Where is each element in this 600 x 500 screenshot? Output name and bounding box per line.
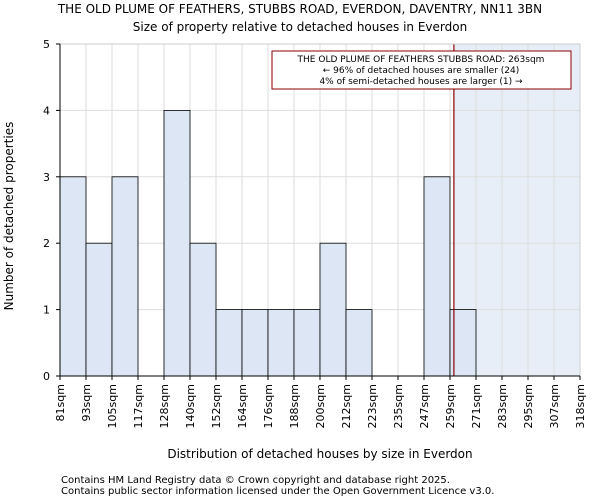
x-tick-label: 247sqm — [418, 384, 431, 428]
histogram-bar — [163, 110, 191, 377]
histogram-bar — [59, 176, 87, 377]
x-tick-label: 223sqm — [366, 384, 379, 428]
x-tick-label: 283sqm — [496, 384, 509, 428]
x-tick-label: 295sqm — [522, 384, 535, 428]
x-tick-label: 93sqm — [80, 384, 93, 421]
annotation-line-2: ← 96% of detached houses are smaller (24… — [323, 66, 520, 76]
annotation-line-3: 4% of semi-detached houses are larger (1… — [319, 77, 523, 87]
x-tick-label: 318sqm — [574, 384, 587, 428]
x-tick-label: 140sqm — [184, 384, 197, 428]
x-tick-label: 117sqm — [132, 384, 145, 428]
x-tick-label: 152sqm — [210, 384, 223, 428]
histogram-bar — [293, 309, 321, 377]
histogram-bar — [215, 309, 243, 377]
y-axis-label: Number of detached properties — [2, 122, 16, 311]
histogram-bar — [423, 176, 451, 377]
histogram-bar — [319, 242, 347, 377]
chart-title: THE OLD PLUME OF FEATHERS, STUBBS ROAD, … — [57, 2, 542, 16]
x-tick-label: 164sqm — [236, 384, 249, 428]
histogram-bar — [85, 242, 113, 377]
x-tick-label: 200sqm — [314, 384, 327, 428]
chart-subtitle: Size of property relative to detached ho… — [133, 20, 467, 34]
x-tick-label: 188sqm — [288, 384, 301, 428]
x-tick-label: 212sqm — [340, 384, 353, 428]
y-tick-label: 5 — [43, 38, 50, 51]
y-tick-label: 3 — [43, 171, 50, 184]
footer-line-2: Contains public sector information licen… — [61, 486, 494, 497]
y-tick-label: 0 — [43, 370, 50, 383]
y-tick-label: 4 — [43, 104, 50, 117]
x-tick-label: 128sqm — [158, 384, 171, 428]
x-tick-label: 81sqm — [54, 384, 67, 421]
annotation-line-1: THE OLD PLUME OF FEATHERS STUBBS ROAD: 2… — [297, 55, 545, 65]
histogram-bar — [189, 242, 217, 377]
x-tick-label: 176sqm — [262, 384, 275, 428]
histogram-bar — [267, 309, 295, 377]
x-axis-label: Distribution of detached houses by size … — [167, 447, 472, 461]
x-tick-label: 105sqm — [106, 384, 119, 428]
y-tick-label: 2 — [43, 237, 50, 250]
x-tick-label: 235sqm — [392, 384, 405, 428]
y-tick-label: 1 — [43, 304, 50, 317]
x-tick-label: 259sqm — [444, 384, 457, 428]
histogram-bar — [345, 309, 373, 377]
x-tick-label: 307sqm — [548, 384, 561, 428]
histogram-bar — [241, 309, 269, 377]
annotation-box: THE OLD PLUME OF FEATHERS STUBBS ROAD: 2… — [271, 50, 572, 90]
annotation-frame — [271, 50, 572, 90]
histogram-bar — [111, 176, 139, 377]
footer-line-1: Contains HM Land Registry data © Crown c… — [61, 475, 450, 486]
plot-area: 0 1 2 3 4 5 81sqm 93sqm 105sqm 117sqm 128sqm 140sqm… — [43, 38, 587, 428]
x-tick-label: 271sqm — [470, 384, 483, 428]
